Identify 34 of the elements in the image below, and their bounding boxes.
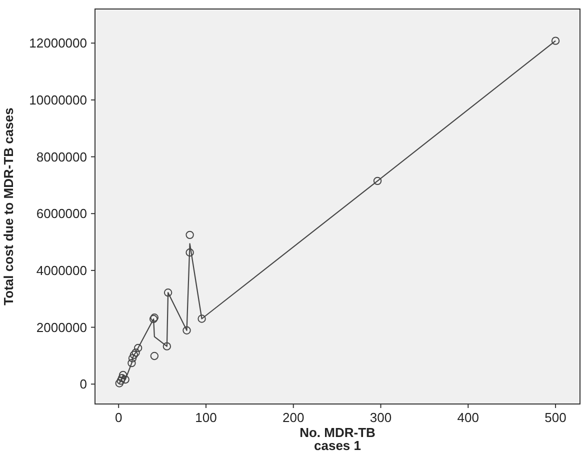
point: [186, 230, 194, 240]
point: [115, 379, 124, 388]
point: [116, 376, 125, 385]
point: [118, 374, 126, 382]
point: [118, 370, 128, 380]
x-tick-label: 0: [114, 410, 122, 425]
point: [128, 354, 137, 362]
y-tick-label: 10000000: [29, 92, 87, 108]
point: [182, 326, 191, 334]
y-axis-title: Total cost due to MDR-TB cases: [1, 108, 16, 306]
x-axis-title: No. MDR-TB cases 1: [300, 425, 376, 453]
x-tick-label: 500: [544, 410, 566, 425]
point: [373, 176, 382, 186]
point: [130, 350, 138, 359]
point: [150, 352, 159, 360]
point: [121, 375, 130, 384]
point: [551, 36, 560, 45]
x-tick-label: 100: [195, 410, 217, 425]
y-tick-label: 4000000: [36, 262, 87, 278]
x-tick-label: 400: [457, 410, 479, 425]
y-tick-label: 6000000: [36, 206, 87, 222]
point: [134, 344, 142, 352]
point: [162, 342, 172, 350]
x-tick-label: 300: [370, 410, 392, 425]
point: [132, 348, 140, 357]
y-tick-label: 8000000: [36, 149, 87, 164]
point: [198, 314, 206, 323]
point: [164, 288, 172, 297]
y-tick-label: 0: [80, 376, 87, 392]
x-tick-label: 200: [282, 410, 304, 425]
y-tick-label: 12000000: [29, 36, 87, 51]
y-tick-label: 2000000: [36, 320, 87, 335]
point: [186, 248, 194, 257]
point: [128, 358, 136, 368]
